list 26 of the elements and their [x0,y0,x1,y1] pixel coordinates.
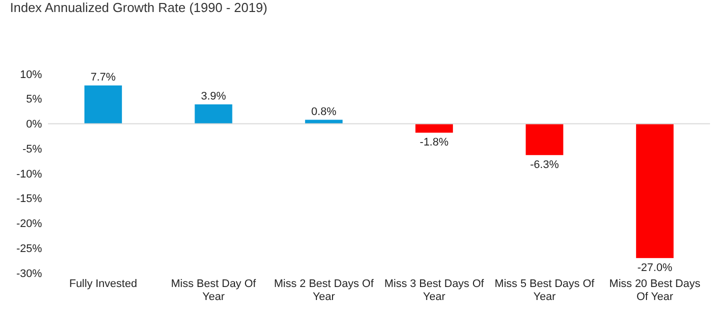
y-tick-label: -30% [16,268,42,280]
data-label: 7.7% [90,71,116,84]
x-tick-label: Miss 2 Best Days Of Year [274,278,375,303]
bar [636,124,674,258]
bar [526,124,564,156]
x-tick-label: Miss Best Day Of Year [171,278,257,303]
data-label: -1.8% [420,136,449,149]
x-tick-label: Fully Invested [69,278,138,290]
y-tick-label: -15% [16,193,42,206]
y-tick-label: -25% [16,242,42,255]
y-tick-label: -5% [22,143,42,156]
y-tick-label: 0% [26,118,42,131]
data-label: 3.9% [200,90,226,102]
x-tick-label: Miss 20 Best Days Of Year [609,278,701,303]
data-label: -6.3% [530,159,560,172]
bar [84,85,122,124]
y-tick-label: -20% [16,218,42,230]
y-tick-label: -10% [16,168,42,180]
y-tick-label: 5% [26,94,42,106]
chart-title: Index Annualized Growth Rate (1990 - 2019) [10,0,268,15]
bar [194,104,232,124]
data-label: -27.0% [637,262,672,274]
x-tick-label: Miss 5 Best Days Of Year [494,278,596,303]
y-tick-label: 10% [20,68,42,81]
x-tick-label: Miss 3 Best Days Of Year [384,278,485,303]
data-label: 0.8% [311,106,337,118]
